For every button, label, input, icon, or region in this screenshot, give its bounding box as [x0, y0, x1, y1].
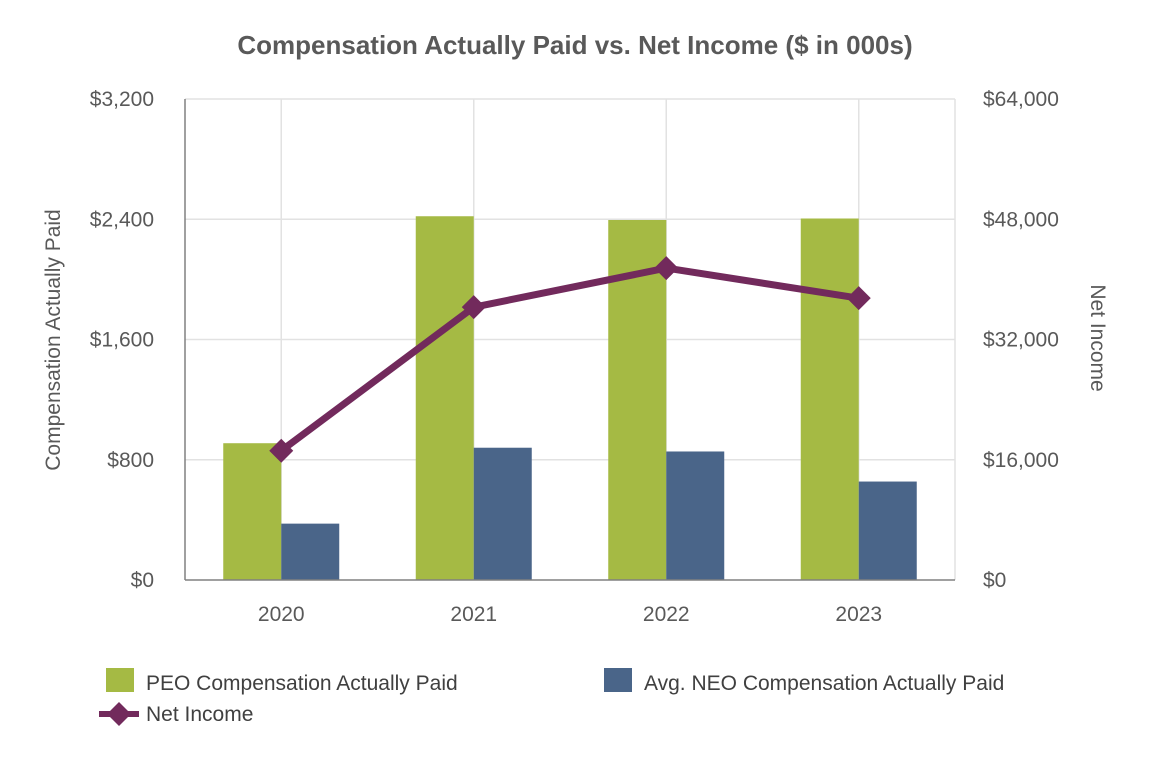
y-tick-label: $0	[131, 569, 154, 592]
y-axis-title: Compensation Actually Paid	[42, 209, 65, 471]
y2-tick-label: $0	[983, 569, 1006, 592]
legend-swatch-neo	[604, 668, 632, 692]
y2-tick-label: $16,000	[983, 449, 1059, 472]
chart-title: Compensation Actually Paid vs. Net Incom…	[237, 30, 912, 60]
y-tick-label: $2,400	[90, 208, 154, 231]
y2-tick-label: $64,000	[983, 88, 1059, 111]
bar-peo	[223, 443, 282, 580]
legend-label-neo: Avg. NEO Compensation Actually Paid	[644, 672, 1004, 695]
bar-neo	[473, 447, 532, 580]
net-income-marker	[846, 286, 871, 311]
y2-axis-title: Net Income	[1086, 284, 1109, 391]
net-income-marker	[461, 295, 486, 320]
y2-tick-label: $48,000	[983, 208, 1059, 231]
legend-marker-net-income	[107, 702, 131, 726]
net-income-marker	[654, 256, 679, 281]
x-tick-label: 2021	[450, 603, 497, 626]
legend-swatch-peo	[106, 668, 134, 692]
net-income-marker	[269, 438, 294, 463]
x-tick-label: 2022	[643, 603, 690, 626]
bar-peo	[800, 218, 859, 580]
bar-neo	[281, 523, 340, 580]
net-income-line	[279, 264, 860, 454]
bar-series	[223, 216, 917, 580]
line-series	[269, 256, 871, 463]
bar-neo	[666, 451, 725, 580]
y-tick-label: $3,200	[90, 88, 154, 111]
x-tick-label: 2020	[258, 603, 305, 626]
x-tick-label: 2023	[835, 603, 882, 626]
tick-labels: $0 $0 $800 $16,000 $1,600 $32,000 $2,400 $48,00…	[90, 88, 1059, 626]
y-tick-label: $1,600	[90, 329, 154, 352]
bar-peo	[415, 216, 474, 580]
bar-neo	[858, 481, 917, 580]
legend-label-net-income: Net Income	[146, 703, 253, 726]
y2-tick-label: $32,000	[983, 329, 1059, 352]
legend: PEO Compensation Actually Paid Avg. NEO …	[99, 668, 1004, 726]
legend-label-peo: PEO Compensation Actually Paid	[146, 672, 458, 695]
y-tick-label: $800	[107, 449, 154, 472]
